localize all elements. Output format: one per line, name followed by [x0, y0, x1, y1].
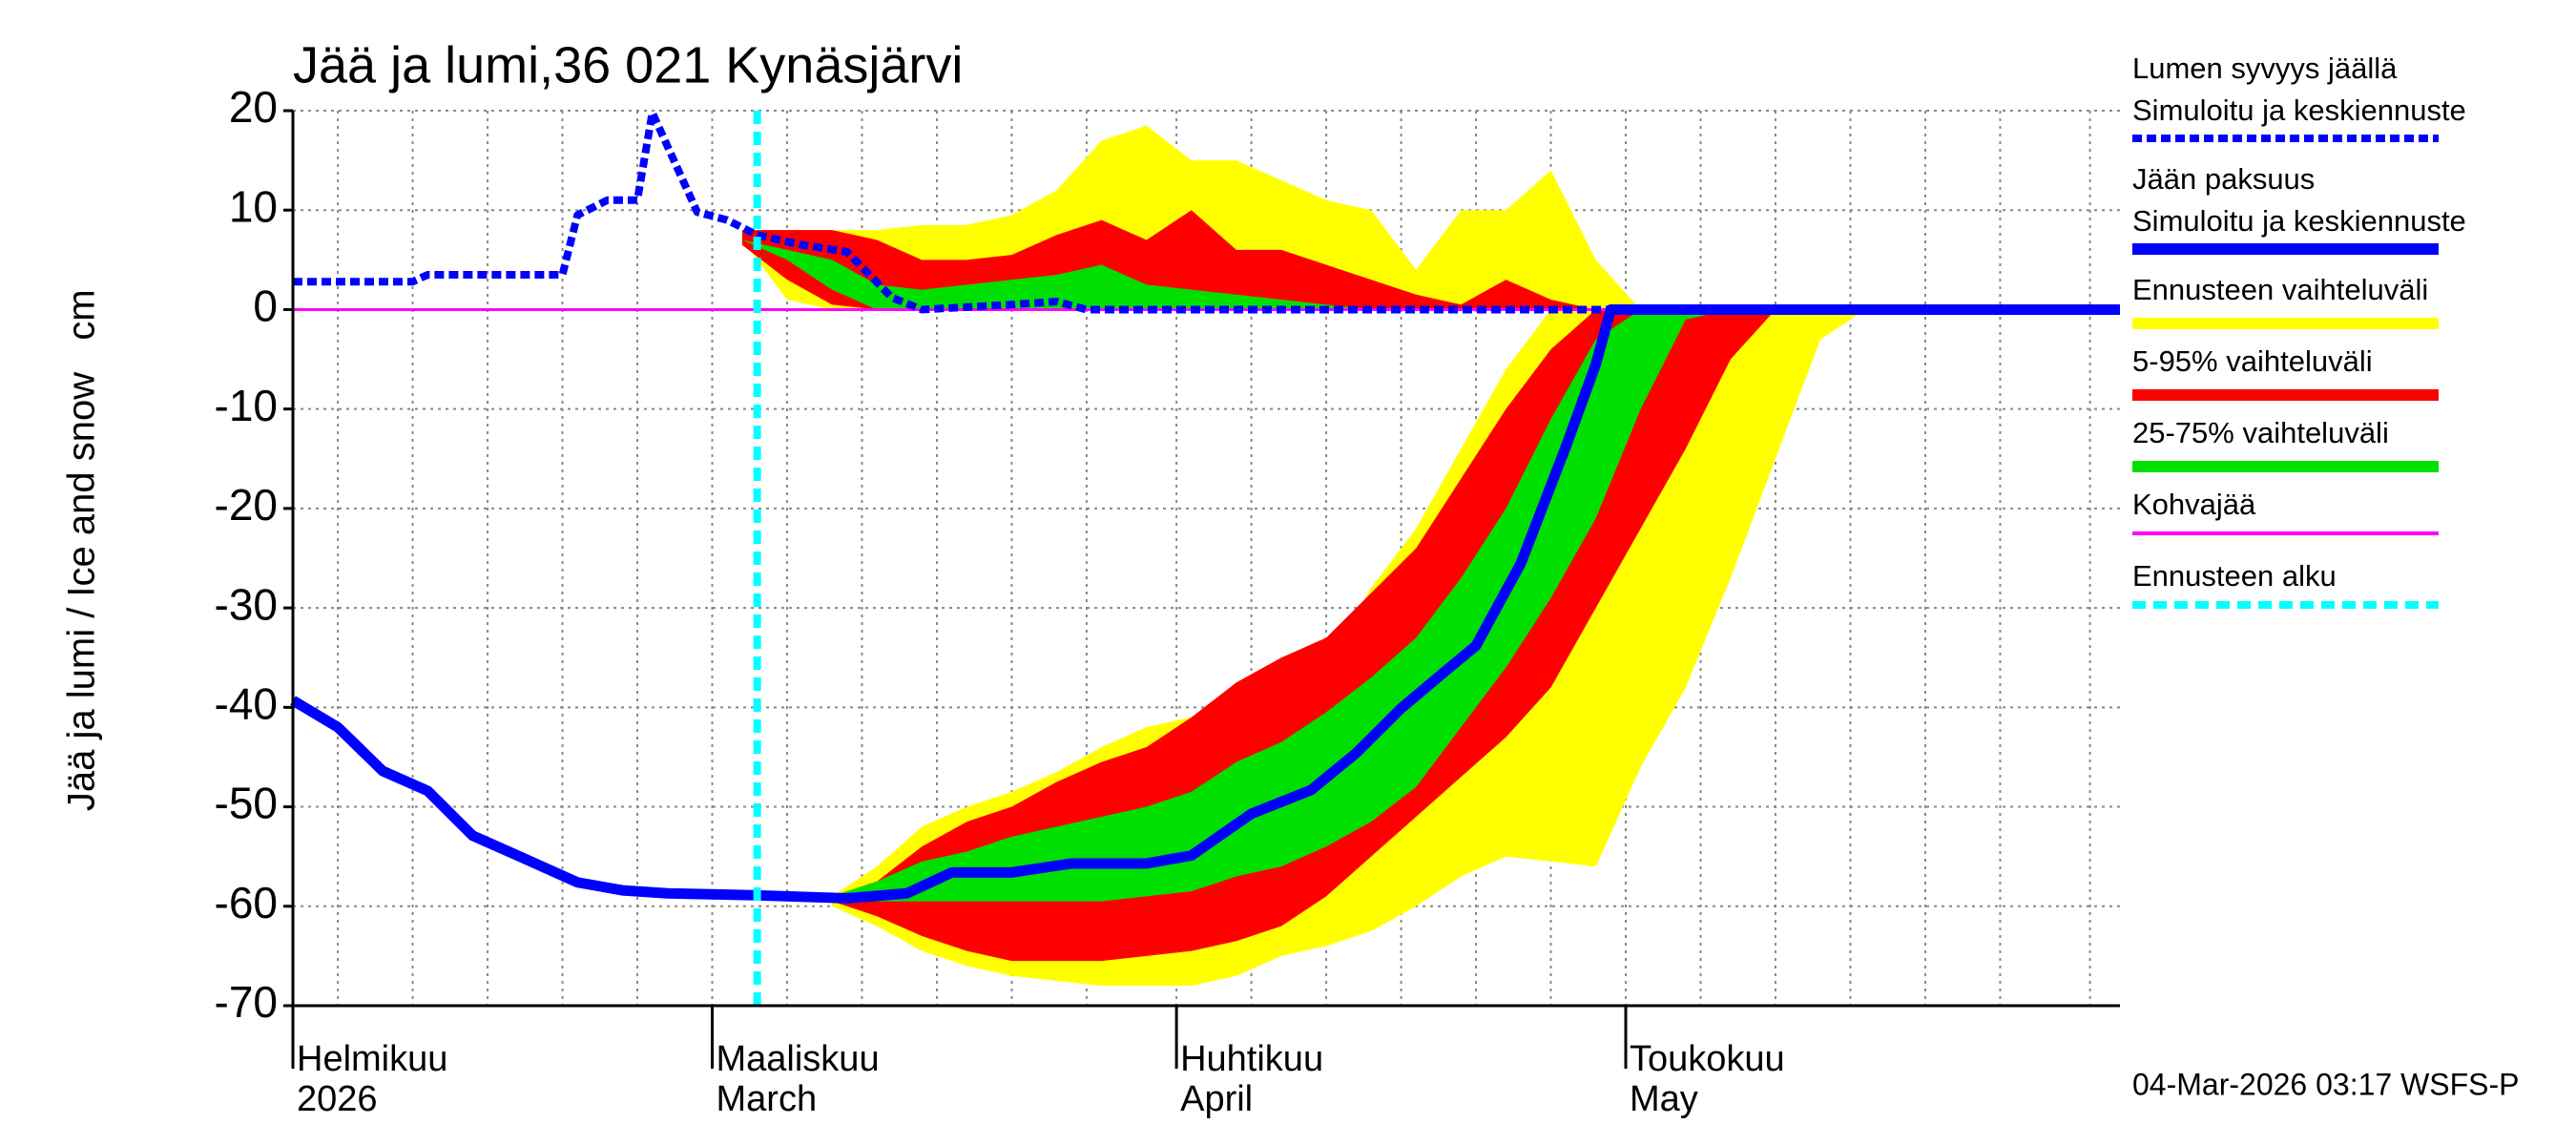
x-tick-label-2: April [1180, 1079, 1253, 1119]
legend-label: Ennusteen vaihteluväli [2132, 273, 2428, 306]
x-tick-label-2: 2026 [297, 1079, 378, 1119]
x-tick-label: Helmikuu [297, 1039, 447, 1079]
footer: 04-Mar-2026 03:17 WSFS-P [2132, 1067, 2520, 1101]
x-tick-label: Maaliskuu [717, 1039, 880, 1079]
x-tick-label-2: March [717, 1079, 818, 1119]
legend-label: Simuloitu ja keskiennuste [2132, 94, 2466, 127]
y-tick-label: -20 [215, 480, 278, 530]
legend-label: 5-95% vaihteluväli [2132, 344, 2373, 378]
x-tick-label-2: May [1630, 1079, 1698, 1119]
y-tick-label: -50 [215, 779, 278, 828]
legend-label: Lumen syvyys jäällä [2132, 52, 2398, 85]
chart-title: Jää ja lumi,36 021 Kynäsjärvi [293, 36, 963, 94]
y-tick-label: -70 [215, 977, 278, 1027]
y-tick-label: -10 [215, 381, 278, 430]
legend-label: 25-75% vaihteluväli [2132, 416, 2389, 449]
legend-label: Simuloitu ja keskiennuste [2132, 204, 2466, 238]
x-tick-label: Toukokuu [1630, 1039, 1785, 1079]
snow-line [293, 109, 2120, 314]
legend-label: Ennusteen alku [2132, 559, 2337, 593]
y-tick-label: -60 [215, 878, 278, 927]
legend-label: Kohvajää [2132, 488, 2256, 521]
band-area [832, 309, 1866, 902]
y-tick-label: -40 [215, 678, 278, 728]
y-axis-unit: cm [61, 289, 103, 340]
y-tick-label: 20 [229, 82, 278, 132]
band-area [741, 239, 1641, 310]
y-axis-label: Jää ja lumi / Ice and snow [61, 372, 103, 811]
legend-label: Jään paksuus [2132, 162, 2315, 196]
y-tick-label: 0 [253, 281, 278, 331]
y-tick-label: -30 [215, 579, 278, 629]
y-tick-label: 10 [229, 181, 278, 231]
ice-line [290, 303, 2120, 904]
x-tick-label: Huhtikuu [1180, 1039, 1323, 1079]
